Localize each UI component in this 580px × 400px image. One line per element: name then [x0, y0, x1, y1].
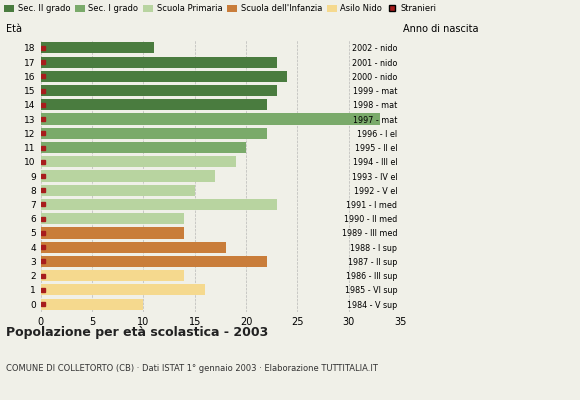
Bar — [41, 199, 277, 210]
Bar — [41, 85, 277, 96]
Legend: Sec. II grado, Sec. I grado, Scuola Primaria, Scuola dell'Infanzia, Asilo Nido, : Sec. II grado, Sec. I grado, Scuola Prim… — [4, 4, 437, 13]
Bar — [41, 228, 184, 238]
Bar — [41, 284, 205, 296]
Bar — [41, 242, 226, 253]
Text: COMUNE DI COLLETORTO (CB) · Dati ISTAT 1° gennaio 2003 · Elaborazione TUTTITALIA: COMUNE DI COLLETORTO (CB) · Dati ISTAT 1… — [6, 364, 378, 373]
Bar — [41, 56, 277, 68]
Bar — [41, 299, 143, 310]
Bar — [41, 99, 267, 110]
Text: Popolazione per età scolastica - 2003: Popolazione per età scolastica - 2003 — [6, 326, 268, 339]
Bar — [41, 71, 287, 82]
Bar — [41, 142, 246, 153]
Bar — [41, 156, 236, 167]
Text: Anno di nascita: Anno di nascita — [403, 24, 478, 34]
Bar — [41, 170, 215, 182]
Bar — [41, 128, 267, 139]
Bar — [41, 256, 267, 267]
Bar — [41, 185, 195, 196]
Bar — [41, 213, 184, 224]
Text: Età: Età — [6, 24, 22, 34]
Bar — [41, 42, 154, 53]
Bar — [41, 114, 380, 124]
Bar — [41, 270, 184, 281]
